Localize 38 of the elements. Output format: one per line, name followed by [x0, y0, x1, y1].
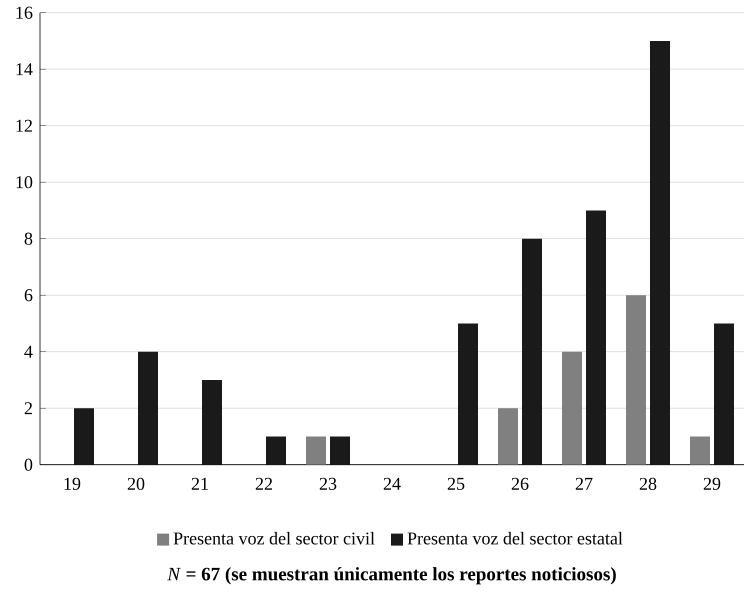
- bar: [138, 352, 158, 465]
- y-tick-label: 0: [24, 458, 32, 471]
- y-tick-label: 12: [16, 120, 32, 132]
- x-tick-label: 23: [320, 478, 336, 490]
- legend-label: Presenta voz del sector civil: [174, 532, 375, 545]
- x-tick-label: 24: [384, 478, 401, 490]
- bar: [650, 41, 670, 465]
- bar: [330, 436, 350, 465]
- bar: [522, 238, 542, 465]
- x-tick-label: 19: [64, 478, 80, 490]
- y-tick-label: 14: [16, 63, 33, 76]
- bar: [74, 408, 94, 465]
- bar: [714, 324, 734, 465]
- x-tick-label: 27: [576, 478, 592, 490]
- bar: [586, 210, 606, 465]
- x-tick-label: 28: [640, 478, 656, 490]
- bar: [498, 408, 518, 465]
- bar: [562, 352, 582, 465]
- bar: [690, 436, 710, 465]
- bar: [458, 324, 478, 465]
- x-tick-label: 21: [192, 478, 208, 490]
- y-tick-label: 8: [24, 232, 32, 245]
- bar: [306, 436, 326, 465]
- legend-label: Presenta voz del sector estatal: [408, 532, 623, 545]
- x-tick-label: 26: [512, 478, 528, 490]
- x-tick-label: 29: [704, 478, 720, 490]
- x-tick-label: 22: [256, 478, 272, 490]
- y-tick-label: 2: [24, 402, 32, 414]
- bar: [626, 295, 646, 465]
- text: N = 67 (se muestran únicamente los reportes noticiosos): [167, 567, 616, 584]
- y-tick-label: 16: [16, 6, 32, 19]
- y-tick-label: 10: [16, 176, 32, 188]
- bar: [266, 436, 286, 465]
- x-tick-label: 25: [448, 478, 464, 490]
- y-tick-label: 6: [24, 289, 32, 302]
- y-tick-label: 4: [24, 346, 33, 358]
- bar: [202, 380, 222, 465]
- x-tick-label: 20: [128, 478, 144, 490]
